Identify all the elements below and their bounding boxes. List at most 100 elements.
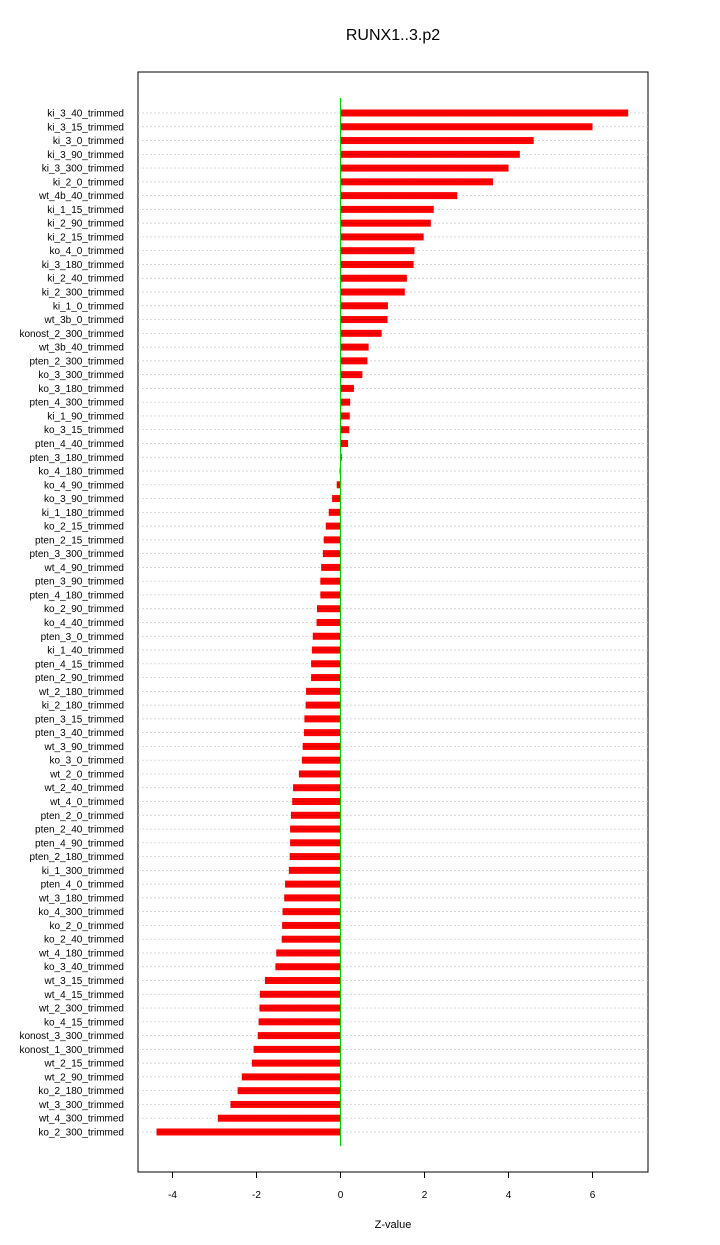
category-label: ko_2_90_trimmed <box>44 604 124 615</box>
category-label: ko_2_0_trimmed <box>50 921 124 932</box>
category-label: ko_2_40_trimmed <box>44 935 124 946</box>
category-label: pten_3_40_trimmed <box>35 728 124 739</box>
category-label: pten_2_40_trimmed <box>35 825 124 836</box>
x-tick-label: -2 <box>252 1190 261 1201</box>
bar-ko_3_40_trimmed <box>275 963 341 971</box>
category-label: ki_2_180_trimmed <box>42 701 124 712</box>
category-label: wt_4_0_trimmed <box>49 797 124 808</box>
chart-title: RUNX1..3.p2 <box>346 27 440 44</box>
bar-ki_3_90_trimmed <box>340 150 520 158</box>
bar-pten_4_15_trimmed <box>311 660 341 668</box>
category-label: ko_3_300_trimmed <box>38 370 124 381</box>
category-label: ki_1_0_trimmed <box>53 301 124 312</box>
bar-ki_2_15_trimmed <box>340 233 424 241</box>
category-label: wt_2_300_trimmed <box>38 1004 124 1015</box>
bar-ko_2_40_trimmed <box>281 935 341 943</box>
bar-ko_2_0_trimmed <box>282 921 341 929</box>
bar-ki_2_180_trimmed <box>305 701 341 709</box>
x-tick-label: 2 <box>422 1190 428 1201</box>
category-label: ki_2_90_trimmed <box>47 219 124 230</box>
category-label: wt_3_15_trimmed <box>44 976 124 987</box>
x-tick-label: -4 <box>168 1190 177 1201</box>
category-label: pten_3_0_trimmed <box>41 632 124 643</box>
bar-pten_2_15_trimmed <box>323 536 341 544</box>
category-label: ki_3_0_trimmed <box>53 136 124 147</box>
bar-konost_3_300_trimmed <box>257 1032 341 1040</box>
category-label: konost_2_300_trimmed <box>19 329 124 340</box>
category-label: ko_3_40_trimmed <box>44 962 124 973</box>
category-label: wt_4_90_trimmed <box>44 563 124 574</box>
category-label: ko_3_0_trimmed <box>50 756 124 767</box>
category-label: pten_4_90_trimmed <box>35 838 124 849</box>
bar-ko_2_90_trimmed <box>316 605 341 613</box>
bar-konost_2_300_trimmed <box>340 329 382 337</box>
category-label: wt_2_90_trimmed <box>44 1072 124 1083</box>
category-labels: ki_3_40_trimmed ki_3_15_trimmed ki_3_0_tri… <box>19 109 124 1139</box>
category-label: konost_3_300_trimmed <box>19 1031 124 1042</box>
bar-pten_2_90_trimmed <box>311 674 341 682</box>
bar-wt_3b_0_trimmed <box>340 316 388 324</box>
category-label: ki_3_180_trimmed <box>42 260 124 271</box>
category-label: ki_3_300_trimmed <box>42 164 124 175</box>
bar-ki_1_180_trimmed <box>328 508 341 516</box>
category-label: wt_4_300_trimmed <box>38 1114 124 1125</box>
category-label: pten_3_300_trimmed <box>29 549 124 560</box>
category-label: pten_2_180_trimmed <box>29 852 124 863</box>
category-label: ki_1_15_trimmed <box>47 205 124 216</box>
category-label: pten_3_90_trimmed <box>35 577 124 588</box>
x-axis: -4 -2 0 2 4 6 <box>168 1172 596 1201</box>
category-label: pten_4_180_trimmed <box>29 590 124 601</box>
category-label: ki_2_0_trimmed <box>53 177 124 188</box>
plot-frame <box>137 71 649 1173</box>
category-label: pten_4_0_trimmed <box>41 880 124 891</box>
category-label: ko_4_40_trimmed <box>44 618 124 629</box>
category-label: wt_3b_40_trimmed <box>38 343 124 354</box>
category-label: ki_1_300_trimmed <box>42 866 124 877</box>
bar-pten_3_300_trimmed <box>322 550 341 558</box>
category-label: ko_2_15_trimmed <box>44 522 124 533</box>
category-label: ki_3_90_trimmed <box>47 150 124 161</box>
category-label: wt_3_300_trimmed <box>38 1100 124 1111</box>
category-label: konost_1_300_trimmed <box>19 1045 124 1056</box>
bar-wt_2_15_trimmed <box>251 1059 341 1067</box>
category-label: ko_4_300_trimmed <box>38 907 124 918</box>
category-label: ki_2_15_trimmed <box>47 232 124 243</box>
category-label: wt_4b_40_trimmed <box>38 191 124 202</box>
category-label: ko_4_180_trimmed <box>38 467 124 478</box>
category-label: wt_4_15_trimmed <box>44 990 124 1001</box>
x-tick-label: 0 <box>338 1190 344 1201</box>
category-label: ki_2_40_trimmed <box>47 274 124 285</box>
bar-wt_2_40_trimmed <box>293 784 341 792</box>
category-label: ko_2_300_trimmed <box>38 1127 124 1138</box>
category-label: pten_2_300_trimmed <box>29 356 124 367</box>
bar-ki_1_0_trimmed <box>340 302 388 310</box>
category-label: ki_1_40_trimmed <box>47 646 124 657</box>
category-label: wt_3b_0_trimmed <box>44 315 124 326</box>
category-label: ko_4_90_trimmed <box>44 480 124 491</box>
x-tick-label: 4 <box>506 1190 512 1201</box>
category-label: ko_2_180_trimmed <box>38 1086 124 1097</box>
bar-wt_4_180_trimmed <box>276 949 341 957</box>
bar-ki_2_300_trimmed <box>340 288 405 296</box>
category-label: ki_2_300_trimmed <box>42 288 124 299</box>
category-label: pten_3_15_trimmed <box>35 714 124 725</box>
category-label: wt_2_15_trimmed <box>44 1059 124 1070</box>
category-label: wt_4_180_trimmed <box>38 948 124 959</box>
bar-wt_2_180_trimmed <box>306 687 341 695</box>
category-label: ki_3_40_trimmed <box>47 109 124 120</box>
category-label: ko_3_15_trimmed <box>44 425 124 436</box>
category-label: wt_3_90_trimmed <box>44 742 124 753</box>
category-label: wt_2_180_trimmed <box>38 687 124 698</box>
category-label: wt_3_180_trimmed <box>38 893 124 904</box>
x-axis-label: Z-value <box>375 1219 412 1231</box>
category-label: wt_2_40_trimmed <box>44 783 124 794</box>
category-label: ko_3_180_trimmed <box>38 384 124 395</box>
category-label: wt_2_0_trimmed <box>49 769 124 780</box>
category-label: pten_2_0_trimmed <box>41 811 124 822</box>
bar-wt_2_0_trimmed <box>298 770 341 778</box>
category-label: ki_1_180_trimmed <box>42 508 124 519</box>
bars <box>156 109 629 1136</box>
bar-ki_3_40_trimmed <box>340 109 629 117</box>
category-label: ko_3_90_trimmed <box>44 494 124 505</box>
category-label: pten_4_40_trimmed <box>35 439 124 450</box>
